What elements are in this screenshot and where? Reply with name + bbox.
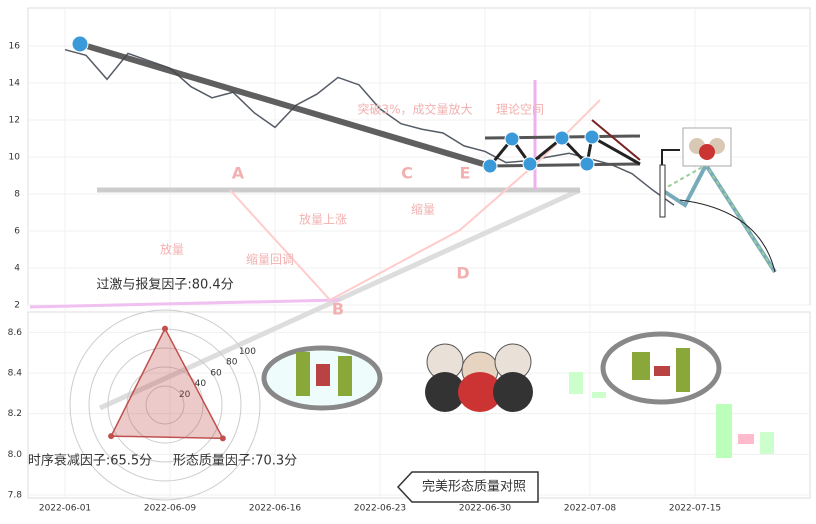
x-tick-label: 2022-06-09 — [144, 504, 197, 514]
x-tick-label: 2022-07-08 — [564, 504, 617, 514]
radar-area — [109, 326, 225, 440]
y-tick-label: 16 — [9, 42, 21, 52]
y-tick-label: 8.4 — [8, 369, 23, 379]
y-tick-label: 7.8 — [8, 491, 23, 501]
annotation: E — [460, 164, 471, 183]
annotation: A — [232, 164, 245, 183]
annotation: 突破3%，成交量放大 — [357, 102, 472, 117]
annotation: C — [401, 164, 413, 183]
y-tick-label: 8.2 — [8, 409, 22, 419]
radar-label: 过激与报复因子:80.4分 — [96, 278, 233, 293]
x-tick-label: 2022-06-30 — [459, 504, 512, 514]
x-tick-label: 2022-07-15 — [669, 504, 721, 514]
pattern-overlay — [29, 35, 777, 411]
radar-label: 时序衰减因子:65.5分 — [28, 453, 152, 469]
radar-ring — [69, 309, 261, 501]
annotation: D — [456, 264, 469, 283]
annotation: 放量上涨 — [299, 212, 347, 227]
radar-tick-label: 100 — [239, 347, 256, 357]
annotation: 缩量 — [411, 202, 435, 217]
radar-label: 形态质量因子:70.3分 — [173, 454, 297, 469]
radar-tick-label: 60 — [210, 368, 222, 378]
radar-ring — [145, 385, 185, 425]
annotation: B — [332, 300, 344, 319]
y-tick-label: 4 — [14, 264, 20, 274]
radar-tick-label: 80 — [226, 358, 238, 368]
y-tick-label: 12 — [9, 116, 20, 126]
radar-point — [219, 435, 226, 442]
y-tick-label: 6 — [14, 227, 20, 237]
y-tick-label: 8 — [14, 190, 20, 200]
y-tick-label: 8.0 — [8, 450, 23, 460]
radar-point — [108, 433, 115, 440]
radar-point — [162, 325, 168, 332]
y-tick-label: 14 — [9, 79, 21, 89]
compare-button[interactable]: 完美形态质量对照 — [396, 471, 539, 503]
y-tick-label: 8.6 — [8, 328, 23, 338]
radar-ring — [107, 347, 223, 463]
annotation: 理论空间 — [496, 103, 544, 117]
pattern-thumbnails — [261, 331, 774, 458]
x-tick-label: 2022-06-01 — [39, 504, 91, 514]
button-label[interactable]: 完美形态质量对照 — [422, 480, 526, 495]
x-tick-label: 2022-06-16 — [249, 504, 302, 514]
annotation: 放量 — [160, 242, 184, 257]
y-tick-label: 10 — [9, 153, 21, 163]
annotation: 缩量回调 — [246, 252, 294, 267]
radar-tick-label: 20 — [179, 390, 191, 400]
radar-tick-label: 40 — [195, 379, 207, 389]
x-tick-label: 2022-06-23 — [354, 504, 406, 514]
y-tick-label: 2 — [14, 301, 20, 311]
